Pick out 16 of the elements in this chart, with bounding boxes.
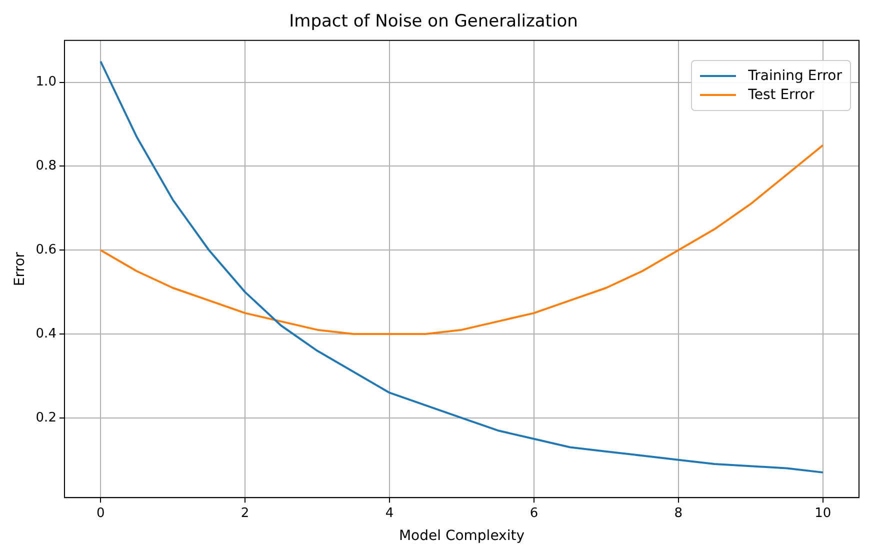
y-tick-label: 0.2 [36, 410, 56, 426]
x-tick-label: 0 [96, 506, 105, 521]
x-axis-title: Model Complexity [398, 528, 525, 544]
x-tick-label: 8 [674, 506, 683, 521]
y-tick-label: 0.8 [36, 158, 56, 174]
chart-title: Impact of Noise on Generalization [289, 12, 578, 32]
legend-label: Training Error [748, 68, 842, 84]
legend-label: Test Error [748, 87, 814, 103]
y-tick-label: 1.0 [36, 74, 56, 90]
y-axis-title: Error [12, 252, 28, 286]
x-tick-label: 2 [240, 506, 250, 521]
x-tick-label: 6 [530, 506, 538, 521]
x-tick-label: 4 [385, 506, 394, 521]
y-tick-label: 0.4 [36, 326, 56, 342]
y-tick-label: 0.6 [36, 242, 56, 258]
x-tick-label: 10 [814, 506, 832, 521]
